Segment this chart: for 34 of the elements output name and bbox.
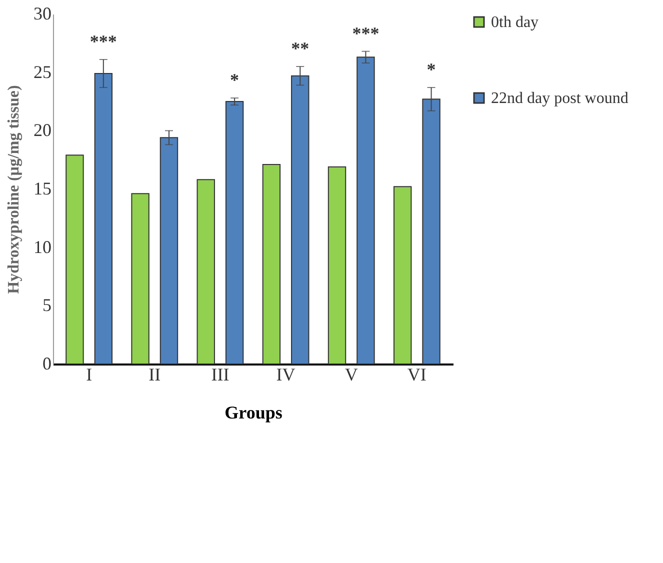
bar <box>291 75 310 364</box>
y-tick-label: 10 <box>34 236 52 257</box>
data-label: ** <box>291 38 310 58</box>
bar <box>356 56 375 364</box>
data-label: * <box>230 70 240 90</box>
x-tick-label: III <box>211 364 230 384</box>
data-label: *** <box>352 23 380 44</box>
data-label: *** <box>90 32 117 52</box>
x-tick-label: V <box>344 364 358 384</box>
bar <box>196 179 215 364</box>
bar <box>422 98 440 364</box>
x-tick-label: II <box>148 364 161 384</box>
x-tick-label: VI <box>407 364 426 384</box>
x-tick-label: IV <box>276 364 296 384</box>
bar <box>66 154 84 364</box>
bar <box>393 186 412 364</box>
bar <box>262 164 281 364</box>
legend-label: 0th day <box>491 14 539 31</box>
y-tick-label: 30 <box>34 4 52 24</box>
bar <box>94 73 113 364</box>
y-tick-label: 0 <box>42 354 52 374</box>
y-tick-label: 20 <box>34 120 52 140</box>
y-axis-title: Hydroxyproline (µg/mg tissue) <box>6 85 22 294</box>
bar <box>160 137 178 364</box>
bar <box>225 101 244 364</box>
y-tick-label: 5 <box>42 295 52 316</box>
y-tick-label: 15 <box>34 178 52 198</box>
data-label: * <box>426 60 436 80</box>
x-axis-title: Groups <box>224 402 282 422</box>
y-tick-label: 25 <box>34 62 52 82</box>
x-tick-label: I <box>86 364 92 384</box>
bar <box>131 193 150 364</box>
bar <box>328 166 346 364</box>
legend-label: 22nd day post wound <box>491 90 628 107</box>
